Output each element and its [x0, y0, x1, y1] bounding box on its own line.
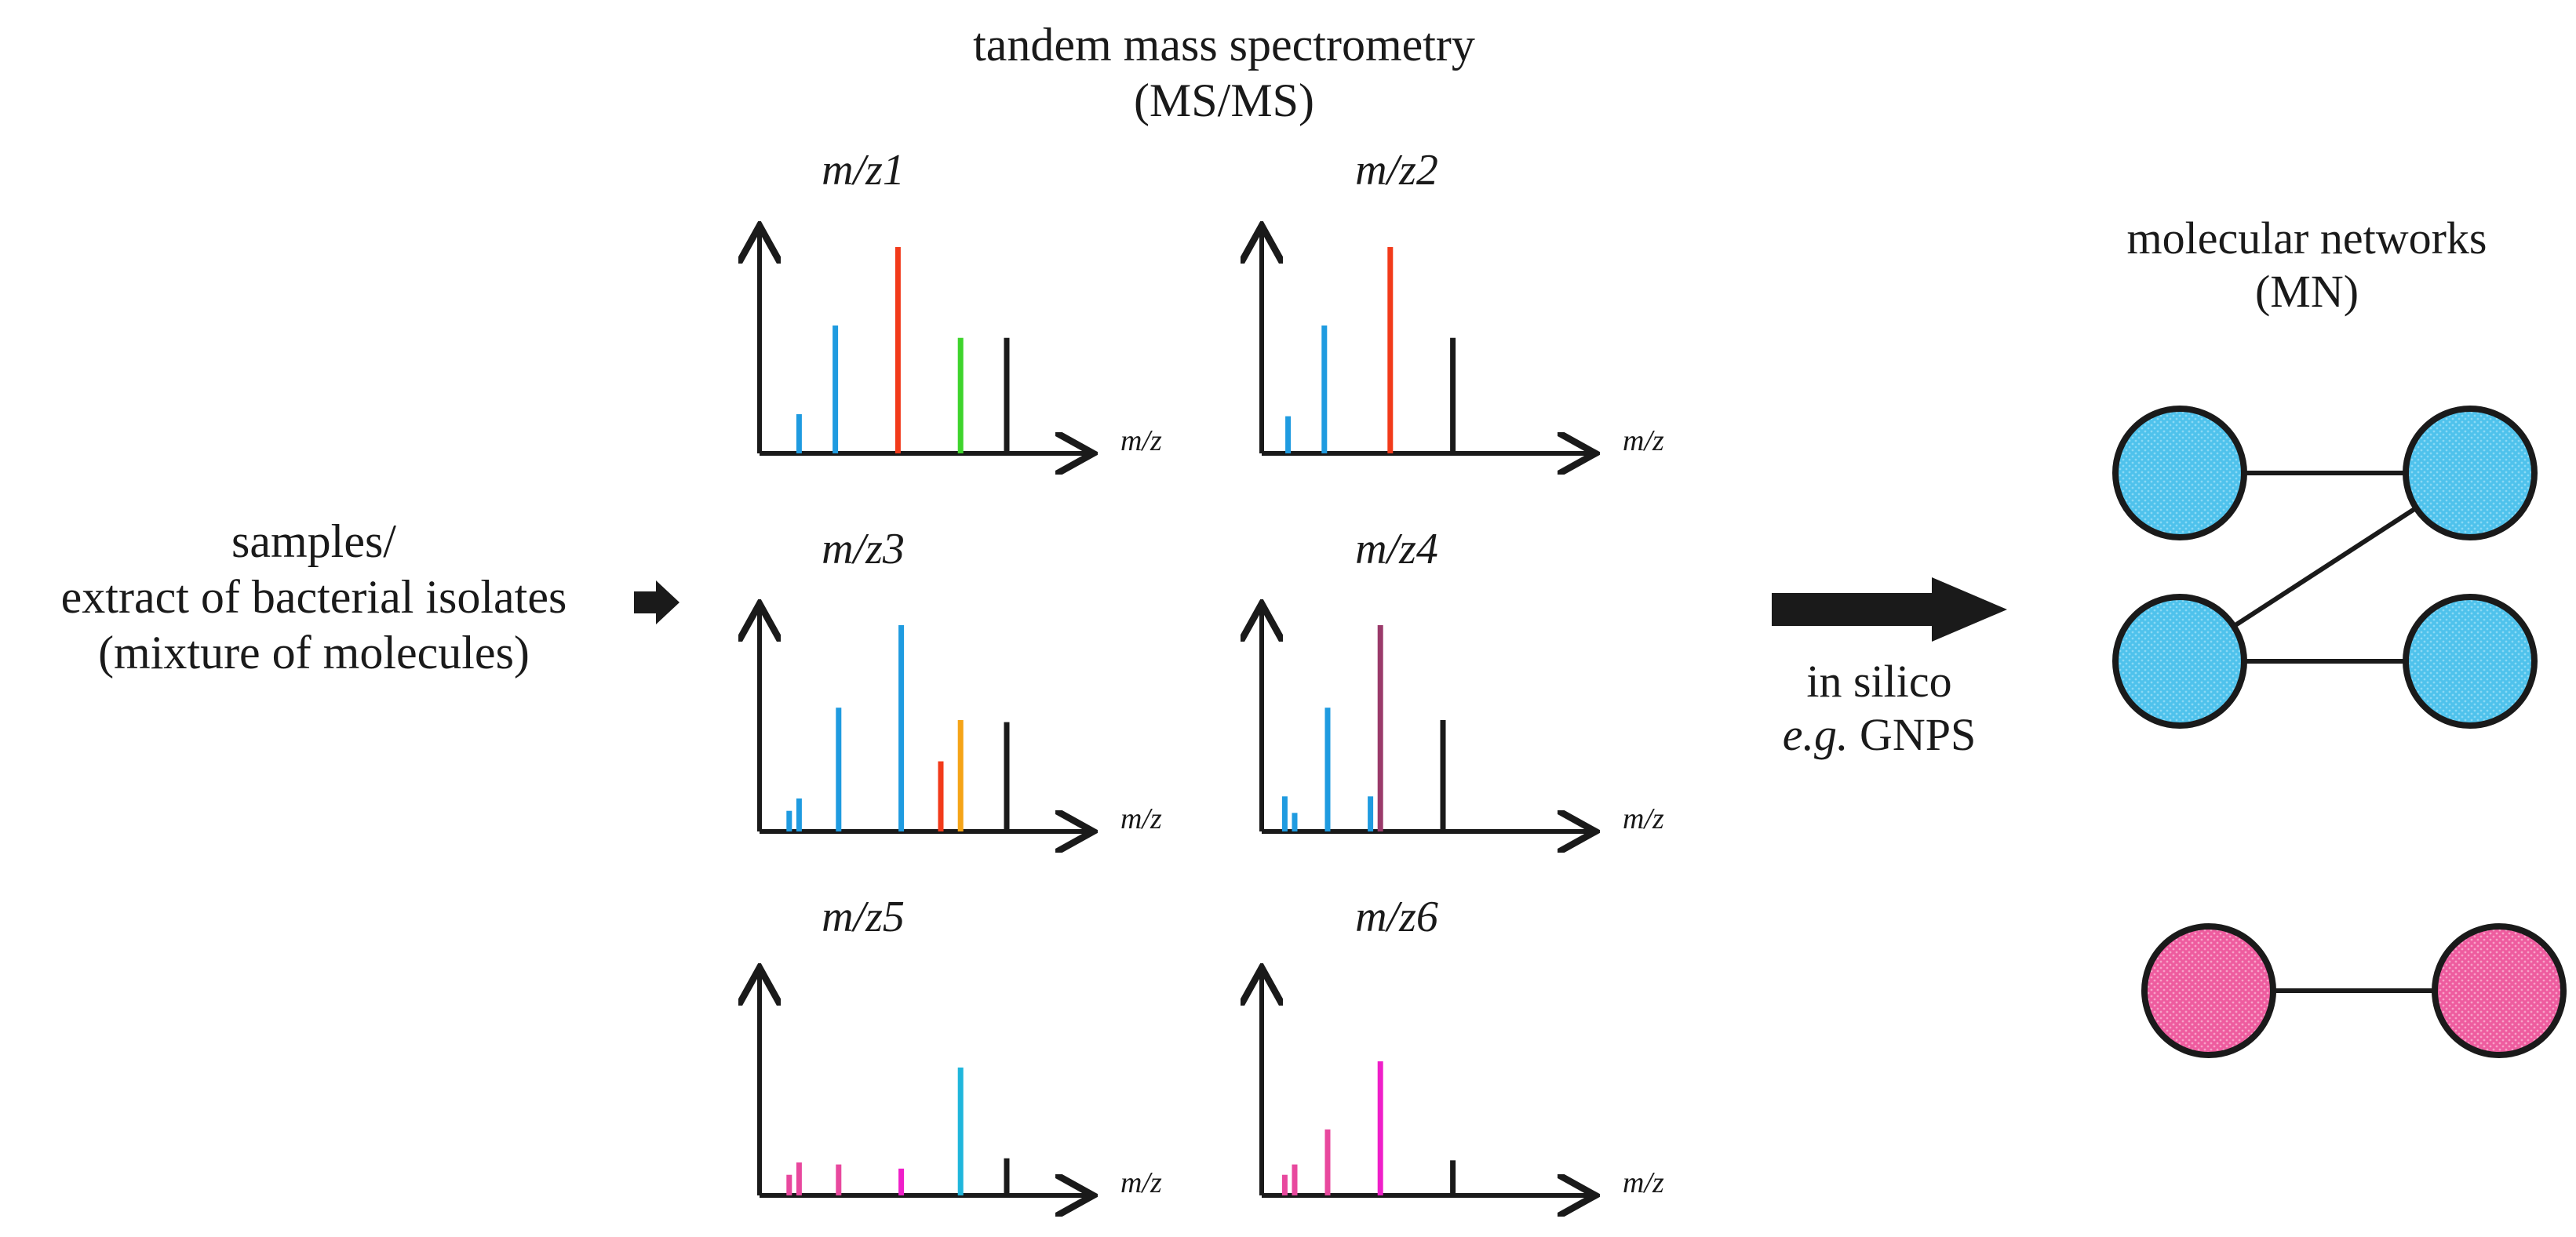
- spectrum-title: m/z5: [822, 893, 905, 941]
- peak-3: [836, 1164, 842, 1195]
- peak-1: [786, 810, 792, 831]
- peak-2: [796, 1162, 802, 1195]
- network-node-n2: [2403, 406, 2538, 540]
- peak-3: [894, 247, 901, 453]
- peak-4: [957, 337, 964, 453]
- input-arrow-icon: [634, 580, 680, 624]
- peak-4: [1377, 1061, 1383, 1195]
- x-axis-label: m/z: [1623, 1166, 1664, 1199]
- peak-5: [1004, 337, 1010, 453]
- peak-2: [1292, 1164, 1298, 1195]
- spectrum-6: [1262, 972, 1591, 1195]
- peak-2: [1321, 325, 1328, 453]
- network-node-n4: [2403, 594, 2538, 729]
- network-title-line-1: molecular networks: [2126, 213, 2487, 264]
- spectrum-title: m/z4: [1355, 525, 1438, 573]
- peak-3: [1324, 708, 1331, 831]
- spectrum-title: m/z2: [1355, 146, 1438, 195]
- spectrum-title: m/z3: [822, 525, 905, 573]
- network-node-n6: [2432, 923, 2567, 1058]
- network-node-n3: [2112, 594, 2247, 729]
- spectrum-3: [760, 608, 1089, 831]
- peak-7: [1004, 722, 1010, 831]
- title-line-1: tandem mass spectrometry: [973, 19, 1475, 71]
- spectra-group: [760, 230, 1591, 1195]
- x-axis-label: m/z: [1120, 424, 1162, 457]
- process-label: in silico e.g. GNPS: [1711, 655, 2048, 762]
- spectrum-5: [760, 972, 1089, 1195]
- peak-1: [786, 1174, 792, 1195]
- peak-2: [1292, 813, 1298, 831]
- title-line-2: (MS/MS): [1133, 74, 1315, 126]
- peak-3: [1387, 247, 1394, 453]
- process-arrow-icon: [1772, 577, 2007, 642]
- peak-5: [1450, 1160, 1456, 1195]
- peak-1: [1281, 796, 1288, 831]
- peak-6: [957, 719, 964, 831]
- process-line-1: in silico: [1806, 656, 1952, 707]
- samples-line-1: samples/: [231, 515, 396, 567]
- peak-5: [957, 1067, 964, 1195]
- network-title-line-2: (MN): [2254, 266, 2359, 318]
- samples-line-3: (mixture of molecules): [98, 626, 530, 679]
- spectrum-4: [1262, 608, 1591, 831]
- peak-3: [836, 708, 842, 831]
- peak-4: [1368, 796, 1374, 831]
- x-axis-label: m/z: [1623, 802, 1664, 835]
- peak-5: [1377, 625, 1383, 831]
- process-eg: e.g.: [1782, 709, 1849, 761]
- network-title: molecular networks (MN): [2040, 212, 2574, 319]
- spectrum-title: m/z1: [822, 146, 905, 195]
- spectrum-2: [1262, 230, 1591, 453]
- figure-title: tandem mass spectrometry (MS/MS): [926, 17, 1522, 129]
- x-axis-label: m/z: [1623, 424, 1664, 457]
- process-tool: GNPS: [1848, 709, 1977, 761]
- peak-1: [796, 414, 802, 453]
- network-graph: [2112, 406, 2567, 1058]
- peak-4: [898, 1168, 905, 1195]
- samples-label: samples/ extract of bacterial isolates (…: [0, 514, 628, 680]
- peak-1: [1281, 1174, 1288, 1195]
- peak-4: [898, 625, 905, 831]
- peak-3: [1324, 1129, 1331, 1195]
- spectrum-1: [760, 230, 1089, 453]
- network-node-n1: [2112, 406, 2247, 540]
- process-line-2: e.g. GNPS: [1711, 708, 2048, 762]
- x-axis-label: m/z: [1120, 802, 1162, 835]
- peak-4: [1450, 337, 1456, 453]
- network-node-n5: [2141, 923, 2276, 1058]
- peak-2: [833, 325, 839, 453]
- peak-2: [796, 798, 802, 831]
- peak-1: [1285, 416, 1292, 453]
- x-axis-label: m/z: [1120, 1166, 1162, 1199]
- peak-6: [1004, 1158, 1010, 1195]
- spectrum-title: m/z6: [1355, 893, 1438, 941]
- samples-line-2: extract of bacterial isolates: [60, 570, 567, 623]
- peak-5: [938, 761, 944, 831]
- peak-6: [1440, 719, 1446, 831]
